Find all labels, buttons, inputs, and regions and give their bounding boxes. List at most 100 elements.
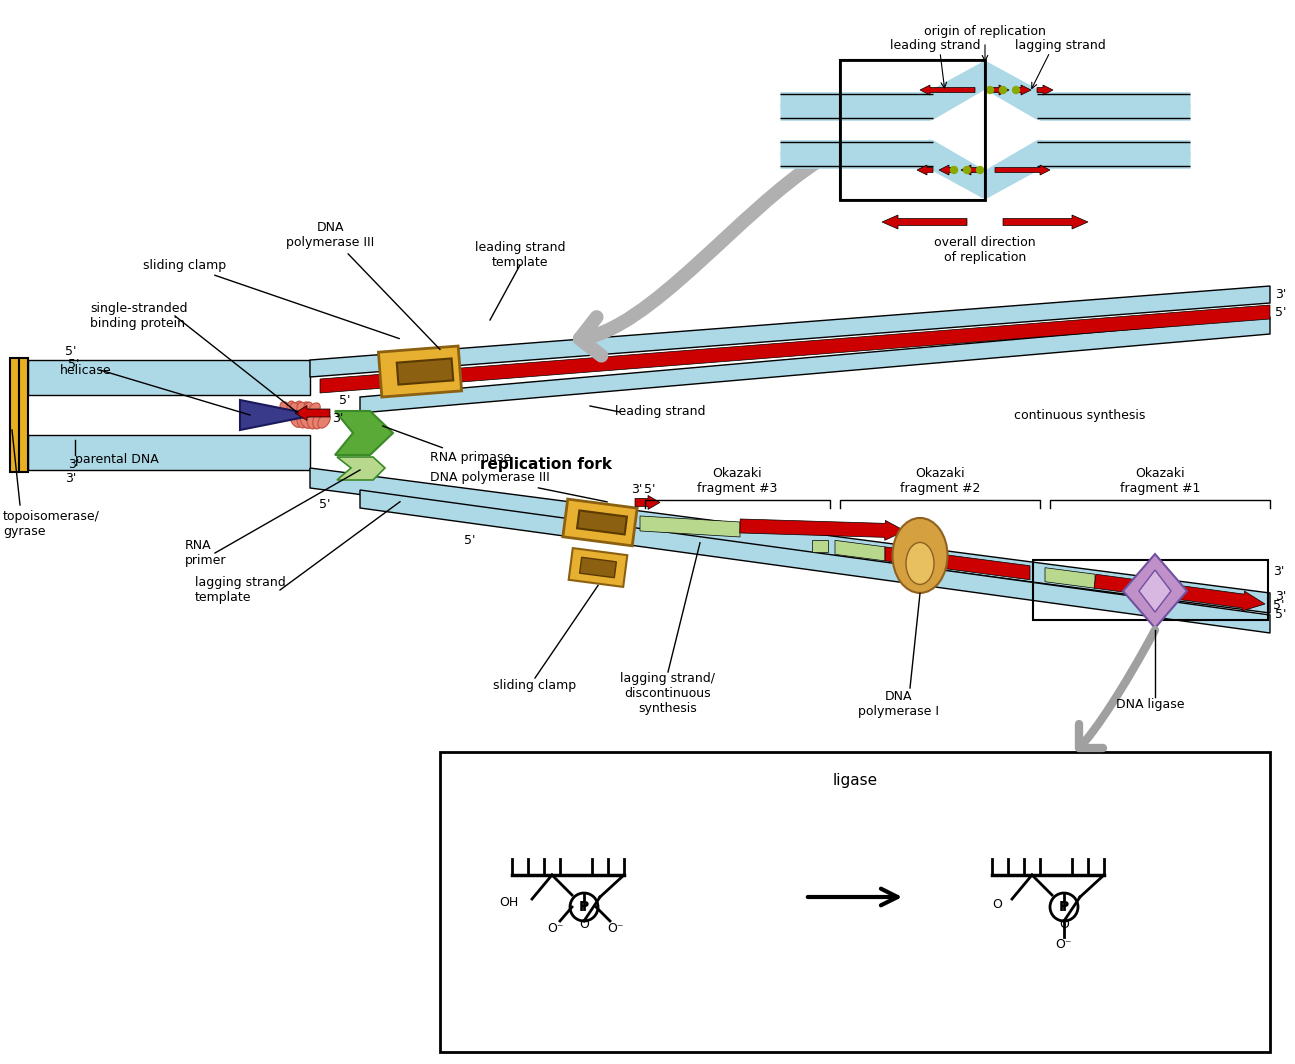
Bar: [840, 60, 985, 200]
Text: 3': 3': [69, 459, 79, 471]
FancyArrowPatch shape: [1079, 630, 1155, 748]
Polygon shape: [578, 511, 627, 534]
Bar: [840, 60, 985, 200]
Polygon shape: [1123, 554, 1188, 628]
Text: sliding clamp: sliding clamp: [493, 679, 576, 692]
FancyArrow shape: [995, 165, 1050, 174]
Ellipse shape: [300, 414, 312, 429]
FancyArrowPatch shape: [580, 160, 820, 355]
Circle shape: [1050, 893, 1077, 921]
Text: topoisomerase/
gyrase: topoisomerase/ gyrase: [3, 510, 100, 538]
Ellipse shape: [303, 402, 313, 418]
FancyArrow shape: [1037, 85, 1053, 95]
Text: single-stranded
binding protein: single-stranded binding protein: [89, 302, 188, 330]
FancyArrow shape: [295, 405, 330, 420]
Text: helicase: helicase: [60, 364, 111, 377]
FancyArrow shape: [635, 496, 660, 510]
FancyArrow shape: [1004, 215, 1088, 229]
Text: RNA
primer: RNA primer: [185, 539, 227, 567]
FancyArrow shape: [739, 519, 905, 541]
Polygon shape: [28, 435, 310, 470]
Bar: [812, 541, 828, 552]
Text: O⁻: O⁻: [1055, 938, 1072, 951]
Ellipse shape: [906, 543, 934, 584]
Polygon shape: [396, 359, 453, 384]
Ellipse shape: [298, 402, 311, 416]
Text: 5': 5': [1276, 609, 1286, 621]
Text: 3': 3': [332, 412, 343, 425]
FancyArrow shape: [939, 165, 954, 174]
Ellipse shape: [297, 402, 307, 418]
Polygon shape: [335, 411, 392, 455]
Polygon shape: [569, 548, 627, 587]
Ellipse shape: [308, 413, 320, 427]
Bar: [1033, 560, 1268, 619]
Ellipse shape: [280, 401, 291, 416]
Ellipse shape: [892, 518, 948, 593]
Text: 3': 3': [1276, 591, 1286, 603]
Text: O: O: [579, 918, 589, 931]
Text: overall direction
of replication: overall direction of replication: [934, 236, 1036, 264]
Text: 3': 3': [1273, 565, 1285, 578]
Polygon shape: [360, 491, 1270, 633]
Text: sliding clamp: sliding clamp: [144, 259, 399, 338]
Polygon shape: [563, 499, 637, 546]
Ellipse shape: [290, 413, 302, 428]
Text: P: P: [1059, 900, 1070, 914]
Polygon shape: [337, 458, 385, 480]
Text: OH: OH: [499, 896, 518, 909]
Bar: [440, 752, 1270, 1052]
FancyArrow shape: [1015, 85, 1031, 95]
Text: lagging strand/
discontinuous
synthesis: lagging strand/ discontinuous synthesis: [620, 672, 716, 715]
Text: O⁻: O⁻: [607, 922, 624, 935]
Text: DNA polymerase III: DNA polymerase III: [430, 471, 607, 502]
Polygon shape: [360, 317, 1270, 413]
FancyArrow shape: [919, 85, 975, 95]
Text: Okazaki
fragment #3: Okazaki fragment #3: [697, 467, 778, 495]
Polygon shape: [28, 360, 310, 395]
Circle shape: [951, 166, 957, 173]
Text: P: P: [579, 900, 589, 914]
FancyArrow shape: [993, 85, 1009, 95]
Polygon shape: [884, 547, 1030, 580]
Text: DNA ligase: DNA ligase: [1116, 698, 1184, 711]
Polygon shape: [1140, 570, 1171, 612]
Text: O: O: [1059, 918, 1068, 931]
Polygon shape: [1045, 568, 1096, 588]
Circle shape: [963, 166, 970, 173]
Text: Okazaki
fragment #2: Okazaki fragment #2: [900, 467, 980, 495]
Text: 5': 5': [644, 483, 655, 497]
Ellipse shape: [303, 412, 313, 428]
Text: parental DNA: parental DNA: [75, 453, 159, 466]
Ellipse shape: [307, 413, 317, 429]
FancyArrow shape: [1094, 575, 1265, 611]
Text: replication fork: replication fork: [480, 458, 613, 472]
Text: 5': 5': [320, 499, 330, 512]
Text: 5': 5': [69, 359, 79, 371]
Circle shape: [1013, 86, 1019, 94]
Text: lagging strand: lagging strand: [1014, 39, 1106, 52]
Ellipse shape: [317, 414, 330, 428]
Text: Okazaki
fragment #1: Okazaki fragment #1: [1120, 467, 1200, 495]
Text: RNA primase: RNA primase: [382, 426, 512, 465]
Polygon shape: [310, 286, 1270, 377]
Circle shape: [987, 86, 993, 94]
Ellipse shape: [287, 401, 297, 417]
Bar: [10, 358, 28, 472]
Ellipse shape: [308, 403, 320, 417]
Circle shape: [570, 893, 598, 921]
Polygon shape: [378, 346, 461, 397]
Text: 3': 3': [632, 483, 642, 497]
Polygon shape: [240, 400, 315, 430]
Circle shape: [1000, 86, 1006, 94]
Polygon shape: [580, 558, 616, 578]
Text: leading strand: leading strand: [615, 405, 706, 418]
Text: 5': 5': [339, 394, 351, 408]
Text: 5': 5': [65, 345, 76, 358]
Text: ligase: ligase: [833, 772, 878, 787]
FancyArrow shape: [917, 165, 932, 174]
Ellipse shape: [290, 402, 302, 417]
Text: O: O: [992, 898, 1002, 911]
Text: DNA
polymerase III: DNA polymerase III: [286, 221, 440, 349]
Text: 5': 5': [1276, 305, 1286, 318]
